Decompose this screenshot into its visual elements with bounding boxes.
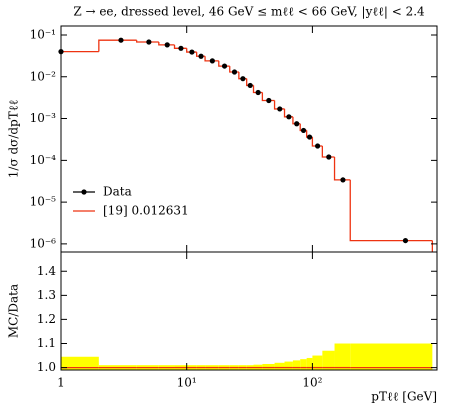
- data-point: [300, 127, 307, 134]
- ratio-band: [300, 359, 307, 370]
- y-axis-label: 1/σ dσ/dpTℓℓ: [7, 100, 21, 179]
- data-point: [209, 58, 215, 64]
- ratio-band: [284, 361, 293, 370]
- data-point: [247, 82, 253, 89]
- data-point: [286, 114, 292, 120]
- plot-frame: [60, 25, 438, 253]
- data-point: [277, 106, 283, 112]
- data-point: [118, 37, 124, 43]
- y-tick-label: 1.1: [37, 336, 56, 350]
- data-point: [307, 134, 313, 140]
- data-point: [255, 89, 261, 96]
- data-point: [402, 237, 409, 244]
- ratio-band: [306, 357, 313, 370]
- legend-label: [19] 0.012631: [103, 204, 189, 218]
- data-point: [164, 42, 170, 48]
- ratio-band: [274, 362, 285, 370]
- legend-label: Data: [103, 185, 132, 199]
- x-tick-label: 10¹: [177, 376, 197, 390]
- x-tick-label: 10²: [302, 376, 322, 390]
- data-point: [189, 49, 195, 55]
- data-point: [231, 69, 238, 75]
- mc-bin: [98, 39, 137, 52]
- data-point: [146, 39, 152, 45]
- ratio-band: [292, 360, 301, 370]
- y-tick-label: 10⁻⁶: [30, 236, 57, 250]
- data-point: [221, 63, 228, 69]
- y-tick-label: 1.2: [37, 312, 56, 326]
- mc-bin: [349, 179, 433, 242]
- ratio-band: [350, 343, 433, 370]
- x-axis-label: pTℓℓ [GeV]: [371, 390, 437, 404]
- mc-bin: [333, 157, 351, 181]
- y-tick-label: 1.0: [37, 360, 56, 374]
- y-tick-label: 10⁻⁵: [30, 195, 57, 209]
- data-point: [178, 45, 184, 51]
- data-point: [340, 177, 346, 183]
- ratio-band: [312, 355, 323, 370]
- y-tick-label: 10⁻³: [30, 111, 57, 125]
- y-tick-label: 10⁻¹: [30, 27, 56, 41]
- ratio-band: [334, 343, 351, 370]
- ratio-y-axis-label: MC/Data: [7, 284, 21, 338]
- data-point: [315, 143, 321, 149]
- plot-frame: [60, 251, 438, 371]
- y-tick-label: 10⁻⁴: [30, 153, 57, 167]
- ratio-band: [322, 350, 335, 370]
- ratio-band: [61, 356, 99, 370]
- data-point: [198, 53, 204, 59]
- y-tick-label: 1.3: [37, 288, 56, 302]
- x-tick-label: 1: [57, 376, 65, 390]
- chart-title: Z → ee, dressed level, 46 GeV ≤ mℓℓ < 66…: [73, 5, 425, 19]
- y-tick-label: 10⁻²: [30, 69, 57, 83]
- data-point: [240, 76, 246, 82]
- data-point: [266, 97, 272, 104]
- data-point: [326, 154, 332, 160]
- data-point: [294, 121, 300, 127]
- y-tick-label: 1.4: [37, 264, 56, 278]
- legend-marker: [81, 189, 87, 195]
